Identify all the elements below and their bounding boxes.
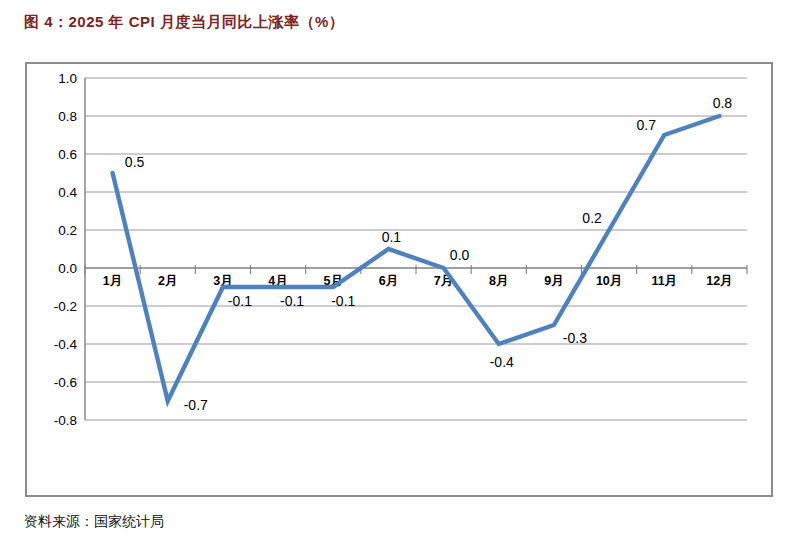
data-label: -0.1: [280, 293, 304, 309]
y-axis-label: -0.4: [54, 337, 78, 352]
y-axis-label: 0.8: [58, 109, 77, 124]
data-label: -0.7: [184, 397, 208, 413]
y-axis-label: -0.8: [54, 413, 77, 428]
cpi-line-chart: 1.00.80.60.40.20.0-0.2-0.4-0.6-0.81月2月3月…: [27, 64, 771, 495]
month-label: 2月: [158, 274, 177, 288]
month-label: 11月: [651, 274, 677, 288]
data-label: 0.1: [382, 229, 402, 245]
data-label: 0.8: [713, 95, 733, 111]
y-axis-label: 1.0: [58, 71, 77, 86]
figure-title: 图 4：2025 年 CPI 月度当月同比上涨率（%）: [24, 13, 344, 32]
chart-container: 1.00.80.60.40.20.0-0.2-0.4-0.6-0.81月2月3月…: [25, 62, 773, 497]
month-label: 10月: [596, 274, 622, 288]
month-label: 6月: [379, 274, 398, 288]
y-axis-label: 0.2: [58, 223, 77, 238]
month-label: 12月: [706, 274, 732, 288]
data-label: -0.1: [228, 293, 252, 309]
month-label: 9月: [544, 274, 563, 288]
data-label: -0.1: [331, 293, 355, 309]
y-axis-label: 0.0: [58, 261, 77, 276]
month-label: 8月: [489, 274, 508, 288]
y-axis-label: 0.4: [58, 185, 77, 200]
cpi-series-line: [113, 116, 720, 401]
data-label: 0.5: [125, 154, 145, 170]
data-label: -0.3: [563, 330, 587, 346]
data-label: 0.0: [450, 247, 470, 263]
source-note: 资料来源：国家统计局: [24, 513, 164, 531]
y-axis-label: 0.6: [58, 147, 77, 162]
y-axis-label: -0.2: [54, 299, 77, 314]
data-label: 0.7: [637, 117, 657, 133]
data-label: -0.4: [490, 354, 514, 370]
data-label: 0.2: [582, 210, 602, 226]
y-axis-label: -0.6: [54, 375, 77, 390]
month-label: 1月: [103, 274, 122, 288]
